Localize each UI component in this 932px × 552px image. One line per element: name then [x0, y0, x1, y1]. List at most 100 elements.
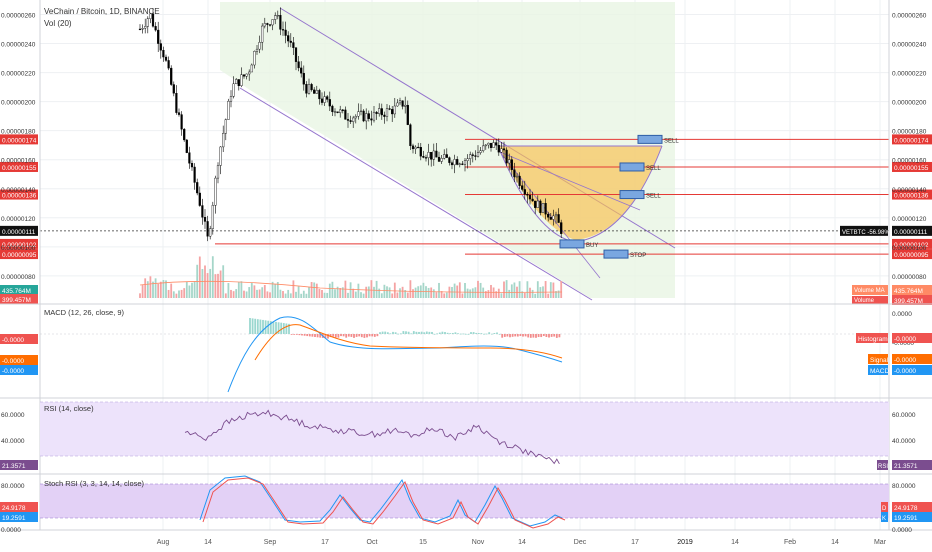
volume-bar: [549, 282, 552, 298]
candle-body: [450, 162, 454, 166]
macd-hist-bar: [438, 332, 441, 334]
candle-body: [500, 148, 503, 153]
level-price-left: 0.00000102: [2, 242, 37, 249]
price-tick-left: 0.00000160: [1, 158, 36, 165]
macd-hist-bar: [324, 334, 327, 339]
volume-bar: [495, 291, 498, 298]
price-tick-right: 0.00000240: [892, 42, 927, 49]
price-tick-right: 0.00000080: [892, 274, 927, 281]
price-tick-left: 0.00000200: [1, 100, 36, 107]
macd-tick: -0.0000: [892, 340, 914, 347]
stoch-d-right-bg: [892, 502, 932, 512]
macd-hist-bar: [363, 334, 366, 338]
current-price-left-bg: [0, 225, 38, 236]
x-tick-label: 17: [631, 539, 639, 546]
price-tick-left: 0.00000240: [1, 42, 36, 49]
macd-hist-bar: [522, 334, 524, 337]
level-price-left-bg: [0, 238, 38, 249]
candle-body: [456, 159, 459, 165]
macd-hist-bar: [524, 334, 527, 337]
volume-bar: [214, 274, 217, 298]
candle-body: [268, 24, 272, 26]
price-tick-left: 0.00000180: [1, 129, 36, 136]
volume-bar: [544, 281, 547, 298]
stoch-k-line: [199, 475, 563, 527]
rsi-tick-left: 60.0000: [1, 412, 25, 419]
candle-body: [513, 169, 516, 178]
volume-bar: [500, 293, 503, 298]
macd-macd-value-bg: [892, 365, 932, 375]
candle-body: [383, 114, 386, 117]
price-tick-left: 0.00000220: [1, 71, 36, 78]
candle-body: [378, 108, 381, 114]
macd-hist-bar: [483, 333, 485, 335]
volume-bar: [432, 289, 435, 298]
volume-bar: [417, 286, 420, 298]
candle-body: [206, 221, 209, 237]
volume-bar: [295, 291, 297, 298]
volume-bar: [526, 281, 529, 298]
candle-body: [276, 15, 279, 17]
volume-bar: [341, 287, 344, 298]
volume-bar: [263, 285, 266, 298]
stoch-tick: 0.0000: [892, 527, 912, 534]
macd-hist-bar: [282, 323, 285, 334]
macd-hist-bar: [332, 334, 335, 337]
volume-bar: [388, 287, 391, 298]
price-tick-right: 0.00000140: [892, 187, 927, 194]
volume-group: [139, 256, 563, 298]
volume-bar: [552, 282, 555, 298]
candle-body: [515, 175, 519, 178]
volume-bar: [193, 281, 196, 298]
volume-bar: [409, 280, 412, 298]
volume-bar: [393, 282, 396, 298]
macd-hist-bar: [392, 331, 394, 334]
macd-hist-bar: [488, 332, 491, 334]
macd-hist-bar: [394, 332, 397, 334]
candle-body: [336, 111, 339, 113]
volume-bar: [523, 292, 526, 298]
volume-bar: [305, 293, 308, 298]
candle-body: [255, 48, 259, 52]
macd-hist-bar: [334, 334, 337, 338]
candles-group: [138, 7, 563, 242]
volume-bar: [479, 282, 482, 298]
level-tag-sell: SELL: [646, 166, 661, 172]
volume-bar: [178, 290, 180, 298]
candle-body: [437, 156, 441, 162]
level-tag-sell: SELL: [664, 138, 679, 144]
volume-bar: [357, 283, 360, 298]
volume-bar: [529, 287, 531, 298]
candle-body: [203, 217, 207, 222]
candle-body: [359, 110, 363, 112]
volume-value2: 399.457M: [894, 298, 923, 305]
candle-body: [333, 111, 337, 113]
stoch-d-left: 24.9178: [2, 505, 26, 512]
volume-label2-bg: [852, 296, 888, 304]
volume-bar: [297, 286, 300, 298]
candle-body: [505, 149, 508, 164]
macd-hist-bar: [441, 331, 444, 334]
macd-hist-bar: [272, 321, 275, 334]
volume-bar: [245, 291, 248, 298]
macd-hist-bar: [303, 334, 306, 336]
candle-body: [250, 64, 253, 73]
volume-bar: [435, 292, 438, 298]
volume-bar: [477, 280, 479, 298]
volume-bar: [209, 268, 212, 298]
level-price-right: 0.00000102: [894, 242, 929, 249]
volume-bar: [414, 287, 417, 298]
macd-hist-bar: [256, 319, 259, 334]
candle-body: [183, 128, 186, 141]
macd-hist-bar: [280, 322, 283, 334]
rsi-value-left-bg: [0, 460, 38, 470]
volume-bar: [487, 290, 490, 298]
candle-body: [284, 29, 287, 36]
candle-body: [458, 163, 461, 165]
volume-bar: [315, 283, 318, 298]
volume-bar: [302, 290, 305, 298]
macd-left-value: -0.0000: [2, 337, 24, 344]
volume-bar: [271, 281, 274, 298]
